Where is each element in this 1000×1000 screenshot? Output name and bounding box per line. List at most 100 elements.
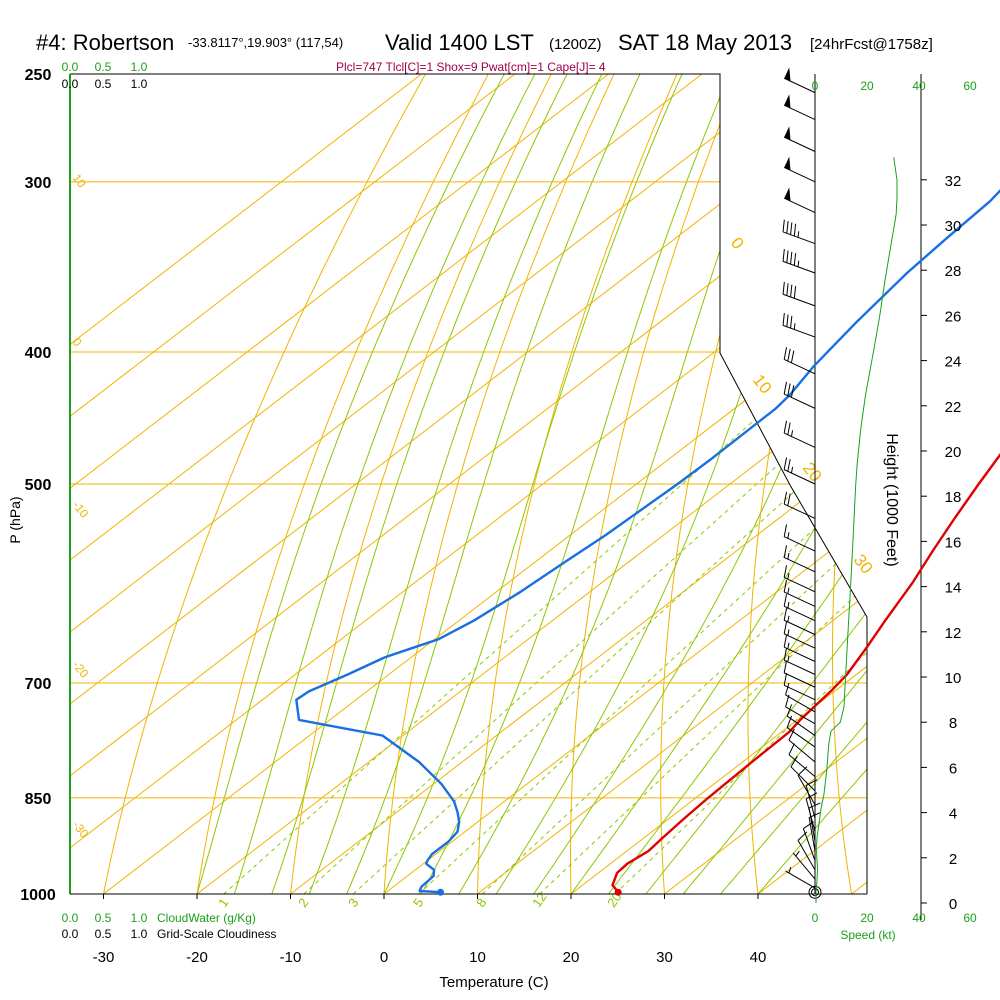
x-tick-label: -10 xyxy=(280,949,302,966)
dry-adiabat xyxy=(477,74,678,894)
barb-half xyxy=(793,323,796,330)
barb-half xyxy=(797,260,800,267)
barb-staff xyxy=(788,739,816,763)
moist-adiabat xyxy=(308,74,603,894)
barb-flag xyxy=(784,67,791,82)
cloudwater-scale-bottom: 0.0 xyxy=(62,911,79,925)
cloudwater-scale-bottom: 0.5 xyxy=(95,911,112,925)
mixing-ratio-label: 2 xyxy=(295,895,311,910)
barb-half xyxy=(787,615,790,623)
dry-adiabat xyxy=(103,74,426,894)
barb-full xyxy=(782,219,785,232)
barb-staff xyxy=(783,619,816,636)
height-axis-label: Height (1000 Feet) xyxy=(883,433,900,566)
isotherm-label: 10 xyxy=(749,371,776,398)
barb-full xyxy=(790,315,793,329)
barb-full xyxy=(783,647,788,661)
barb-full xyxy=(787,383,791,396)
moist-adiabat xyxy=(196,74,505,894)
valid-time: Valid 1400 LST xyxy=(385,30,534,55)
barb-full xyxy=(782,313,785,326)
barb-staff xyxy=(783,672,816,688)
barb-full xyxy=(783,491,788,505)
wind-barb xyxy=(783,565,816,593)
barb-full xyxy=(783,673,788,686)
speed-tick-label-top: 60 xyxy=(963,79,977,93)
height-tick-label: 30 xyxy=(945,218,962,235)
wind-barbs xyxy=(782,67,822,899)
wind-barb xyxy=(783,187,816,214)
wind-barb xyxy=(783,594,816,622)
wind-barb xyxy=(783,156,816,183)
cloudiness-label: Grid-Scale Cloudiness xyxy=(157,927,276,941)
x-tick-label: 0 xyxy=(380,949,388,966)
barb-half xyxy=(790,466,794,474)
x-axis-label: Temperature (C) xyxy=(439,974,548,991)
x-tick-label: 20 xyxy=(563,949,580,966)
barb-full xyxy=(783,565,788,578)
barb-staff xyxy=(792,852,816,880)
utc-time: (1200Z) xyxy=(549,36,602,53)
barb-full xyxy=(783,545,788,558)
surface-temperature-point xyxy=(614,888,622,896)
station-title: #4: Robertson xyxy=(36,30,174,55)
barb-full xyxy=(786,250,789,263)
wind-barb xyxy=(783,647,816,675)
barb-half xyxy=(787,629,790,636)
speed-axis-label: Speed (kt) xyxy=(840,928,895,942)
y-tick-label: 500 xyxy=(25,477,52,494)
isotherm-label: 0 xyxy=(70,335,85,349)
dry-adiabat xyxy=(383,74,615,894)
barb-staff xyxy=(783,591,816,607)
barb-half xyxy=(790,430,794,437)
wind-barb xyxy=(783,634,816,662)
y-tick-label: 300 xyxy=(25,175,52,192)
mixing-ratio-line xyxy=(223,351,832,894)
height-tick-label: 12 xyxy=(945,625,962,642)
mixing-ratio-label: 5 xyxy=(410,895,426,910)
barb-full xyxy=(790,284,793,298)
calm-circle xyxy=(808,885,822,899)
dry-adiabat xyxy=(290,74,552,894)
wind-barb xyxy=(808,885,822,899)
barb-full xyxy=(793,253,797,266)
sounding-series xyxy=(295,188,1000,896)
speed-tick-label-bottom: 60 xyxy=(963,911,977,925)
moist-adiabat xyxy=(720,74,867,894)
barb-staff xyxy=(790,766,816,792)
barb-staff xyxy=(782,231,816,245)
barb-staff xyxy=(782,324,816,338)
barb-full xyxy=(790,350,795,363)
barb-full xyxy=(786,704,793,717)
speed-tick-label-bottom: 20 xyxy=(860,911,874,925)
barb-staff xyxy=(785,706,816,725)
cloudwater-scale-bottom: 1.0 xyxy=(131,911,148,925)
y-tick-label: 250 xyxy=(25,67,52,84)
barb-staff xyxy=(782,293,816,307)
dry-adiabat xyxy=(570,74,741,894)
plot-boundary xyxy=(70,73,868,894)
height-tick-label: 24 xyxy=(945,354,962,371)
barb-full xyxy=(793,286,797,299)
barb-staff xyxy=(788,754,816,777)
moist-adiabat xyxy=(570,74,867,894)
barb-flag xyxy=(784,126,791,141)
barb-full xyxy=(783,524,788,537)
barb-full xyxy=(783,660,788,673)
barb-full xyxy=(783,347,788,360)
forecast-info: [24hrFcst@1758z] xyxy=(810,36,933,53)
barb-staff xyxy=(783,536,816,552)
dry-adiabat xyxy=(832,74,867,894)
isotherm-labels: 10 0 -10 -20 -30 0 10 20 30 xyxy=(70,171,877,841)
barb-staff xyxy=(805,785,816,819)
isotherm-line xyxy=(383,74,867,894)
barb-staff xyxy=(783,684,816,701)
barb-full xyxy=(783,381,788,395)
surface-dewpoint-point xyxy=(437,888,445,896)
y-tick-label: 1000 xyxy=(20,887,56,904)
height-tick-label: 2 xyxy=(949,851,957,868)
mixing-ratio-label: 3 xyxy=(345,895,361,910)
dry-adiabat-lines xyxy=(103,74,867,894)
